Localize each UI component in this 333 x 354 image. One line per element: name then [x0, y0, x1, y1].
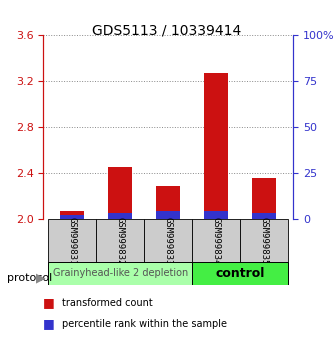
- Text: GDS5113 / 10339414: GDS5113 / 10339414: [92, 23, 241, 37]
- Text: GSM999835: GSM999835: [260, 217, 269, 266]
- Text: transformed count: transformed count: [62, 298, 153, 308]
- Text: ▶: ▶: [36, 272, 45, 284]
- Bar: [252, 178, 276, 219]
- FancyBboxPatch shape: [240, 219, 288, 264]
- Text: ■: ■: [43, 296, 55, 309]
- Bar: [108, 166, 132, 219]
- Bar: [156, 211, 180, 219]
- Text: GSM999831: GSM999831: [68, 217, 77, 266]
- Text: control: control: [215, 267, 265, 280]
- Bar: [60, 215, 84, 219]
- Bar: [156, 186, 180, 219]
- FancyBboxPatch shape: [192, 219, 240, 264]
- Text: ■: ■: [43, 318, 55, 330]
- Bar: [252, 212, 276, 219]
- Bar: [108, 212, 132, 219]
- Bar: [60, 211, 84, 219]
- FancyBboxPatch shape: [48, 219, 96, 264]
- FancyBboxPatch shape: [192, 262, 288, 285]
- Text: GSM999832: GSM999832: [116, 217, 125, 266]
- FancyBboxPatch shape: [144, 219, 192, 264]
- FancyBboxPatch shape: [96, 219, 144, 264]
- Bar: [204, 73, 228, 219]
- FancyBboxPatch shape: [48, 262, 192, 285]
- Text: protocol: protocol: [7, 273, 52, 283]
- Bar: [204, 211, 228, 219]
- Text: Grainyhead-like 2 depletion: Grainyhead-like 2 depletion: [53, 268, 188, 279]
- Text: GSM999834: GSM999834: [212, 217, 221, 266]
- Text: GSM999833: GSM999833: [164, 217, 173, 266]
- Text: percentile rank within the sample: percentile rank within the sample: [62, 319, 226, 329]
